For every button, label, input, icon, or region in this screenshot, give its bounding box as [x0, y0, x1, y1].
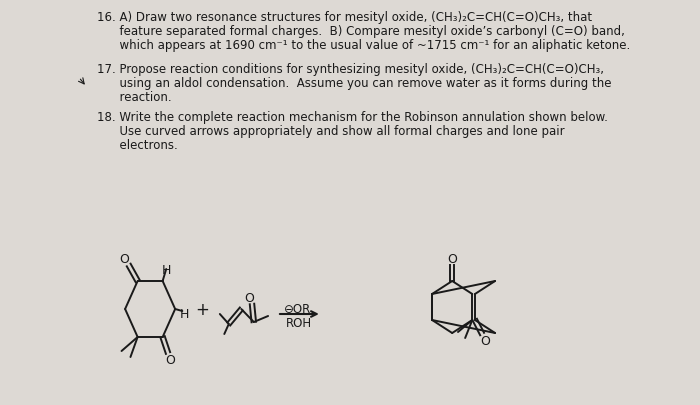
Text: Use curved arrows appropriately and show all formal charges and lone pair: Use curved arrows appropriately and show… [97, 125, 564, 138]
Text: using an aldol condensation.  Assume you can remove water as it forms during the: using an aldol condensation. Assume you … [97, 77, 611, 90]
Text: electrons.: electrons. [97, 139, 177, 151]
Text: O: O [119, 252, 130, 265]
Text: H: H [162, 263, 171, 276]
Text: feature separated formal charges.  B) Compare mesityl oxide’s carbonyl (C=O) ban: feature separated formal charges. B) Com… [97, 25, 624, 38]
Text: O: O [447, 252, 457, 265]
Text: 18. Write the complete reaction mechanism for the Robinson annulation shown belo: 18. Write the complete reaction mechanis… [97, 111, 608, 124]
Text: +: + [195, 300, 209, 318]
Text: O: O [244, 291, 254, 304]
Text: ROH: ROH [286, 316, 312, 329]
Text: O: O [166, 353, 176, 366]
Text: 17. Propose reaction conditions for synthesizing mesityl oxide, (CH₃)₂C=CH(C=O)C: 17. Propose reaction conditions for synt… [97, 63, 603, 76]
Text: ⊖OR: ⊖OR [284, 302, 312, 315]
Text: 16. A) Draw two resonance structures for mesityl oxide, (CH₃)₂C=CH(C=O)CH₃, that: 16. A) Draw two resonance structures for… [97, 11, 592, 24]
Text: which appears at 1690 cm⁻¹ to the usual value of ~1715 cm⁻¹ for an aliphatic ket: which appears at 1690 cm⁻¹ to the usual … [97, 39, 630, 52]
Text: H: H [179, 307, 189, 320]
Text: O: O [480, 334, 490, 347]
Text: reaction.: reaction. [97, 91, 171, 104]
